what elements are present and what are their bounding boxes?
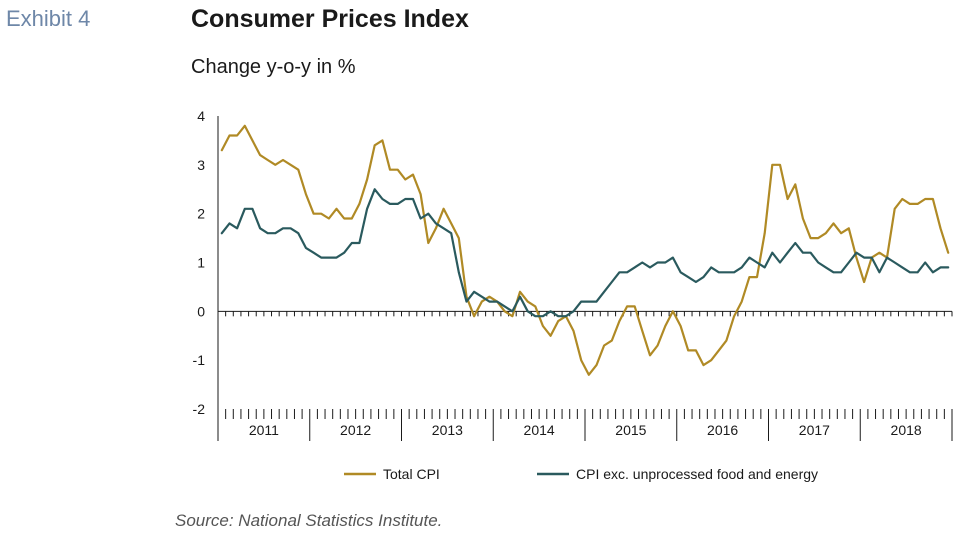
x-year-label: 2012 — [340, 422, 371, 438]
x-year-label: 2014 — [524, 422, 555, 438]
legend-total-cpi-label: Total CPI — [383, 466, 440, 482]
y-tick-label: 0 — [197, 303, 205, 319]
y-tick-label: 3 — [197, 157, 205, 173]
core-cpi-line — [220, 188, 950, 318]
chart-title: Consumer Prices Index — [191, 5, 469, 33]
legend-core-cpi-label: CPI exc. unprocessed food and energy — [576, 466, 818, 482]
y-tick-label: 2 — [197, 206, 205, 222]
x-year-label: 2018 — [891, 422, 922, 438]
total-cpi-line — [220, 124, 950, 376]
exhibit-label: Exhibit 4 — [6, 6, 91, 31]
source-note: Source: National Statistics Institute. — [175, 511, 443, 530]
x-year-label: 2017 — [799, 422, 830, 438]
y-tick-label: 1 — [197, 255, 205, 271]
x-year-label: 2016 — [707, 422, 738, 438]
y-tick-label: -2 — [193, 401, 206, 417]
x-year-label: 2011 — [249, 422, 279, 438]
x-year-label: 2013 — [432, 422, 463, 438]
chart-subtitle: Change y-o-y in % — [191, 56, 356, 78]
y-tick-label: 4 — [197, 108, 205, 124]
y-tick-label: -1 — [193, 352, 206, 368]
x-year-label: 2015 — [615, 422, 646, 438]
